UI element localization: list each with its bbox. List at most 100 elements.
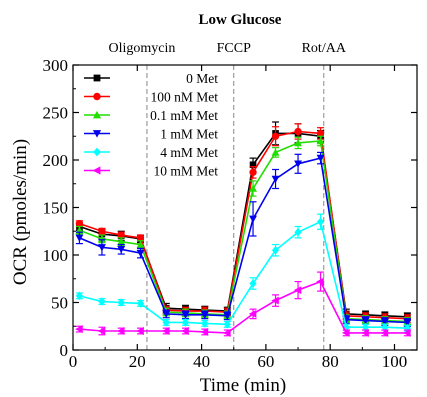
data-point [161,327,170,335]
y-tick-label: 200 [43,151,69,170]
series-4 [75,213,411,333]
legend-marker [92,130,102,138]
data-point [75,291,84,301]
data-point [293,286,302,295]
data-point [200,327,209,336]
data-point [97,244,106,252]
axes: 0 20 40 60 80 100 0 50 100 150 200 250 300 [43,56,418,371]
x-tick-label: 40 [193,352,210,371]
data-point [98,227,106,235]
series-2 [75,135,412,326]
data-point [403,319,412,327]
data-point [316,277,324,286]
legend-marker [93,147,101,157]
series-line [79,130,408,320]
data-point [136,327,144,335]
y-tick-label: 150 [43,199,69,218]
legend-item: 0.1 mM Met [84,108,218,123]
data-point [361,322,370,332]
data-point [117,231,125,239]
series-5 [75,271,411,337]
data-point [162,318,170,327]
data-point [316,137,325,145]
data-point [361,317,370,325]
data-point [316,129,325,138]
data-point [181,311,190,319]
legend-label: 0 Met [186,71,218,86]
legend-label: 0.1 mM Met [150,108,218,123]
data-point [271,296,279,305]
legend-marker [92,166,101,175]
y-axis-label: OCR (pmoles/min) [10,139,31,285]
data-point [249,279,257,288]
chart-title: Low Glucose [199,12,282,28]
y-tick-label: 0 [60,341,69,360]
data-point [271,148,280,156]
data-point [162,310,171,318]
legend-label: 1 mM Met [160,127,218,142]
legend-marker [93,74,101,82]
data-point [380,328,389,337]
data-point [97,327,106,335]
data-point [136,249,145,258]
y-tick-label: 100 [43,246,69,265]
data-point [75,234,84,242]
data-point [316,154,325,163]
data-point [117,237,126,245]
legend-label: 10 mM Met [153,164,218,179]
y-tick-label: 300 [43,56,69,75]
injection-annotations: Oligomycin FCCP Rot/AA [108,41,347,350]
x-tick-label: 0 [69,352,78,371]
injection-label: FCCP [217,41,251,56]
data-point [223,328,231,337]
series-1 [75,123,411,324]
data-point [75,220,84,228]
series-line [79,220,408,329]
data-point [201,319,209,328]
data-point [248,309,257,318]
injection-label: Oligomycin [108,41,175,56]
x-tick-label: 60 [257,352,274,371]
legend-label: 4 mM Met [160,145,218,160]
data-series [75,121,412,337]
data-point [361,328,369,337]
data-point [181,318,190,327]
data-point [249,215,257,223]
data-point [223,320,231,329]
data-point [294,127,302,136]
data-point [294,138,303,147]
series-line [79,157,408,324]
data-point [294,160,303,168]
data-point [271,132,280,140]
data-point [136,234,145,242]
data-point [403,328,411,337]
legend-item: 10 mM Met [84,164,218,179]
data-point [294,227,302,237]
data-point [249,168,257,176]
data-point [271,245,280,255]
data-point [223,312,232,320]
data-point [117,298,125,307]
data-point [381,322,389,332]
legend-marker [93,92,101,101]
data-point [249,161,257,169]
legend-marker [92,110,102,119]
legend-item: 100 nM Met [84,90,218,105]
data-point [380,318,389,326]
data-point [200,311,209,319]
legend-label: 100 nM Met [151,90,219,105]
y-tick-label: 250 [43,104,69,123]
data-point [136,299,145,308]
x-axis-label: Time (min) [200,375,286,396]
data-point [116,327,125,335]
data-point [117,246,126,254]
data-point [181,327,189,335]
x-tick-label: 20 [129,352,146,371]
data-point [98,297,106,306]
data-point [136,240,145,248]
data-point [341,328,350,337]
data-point [249,184,257,192]
series-3 [75,151,412,327]
x-tick-label: 100 [382,352,408,371]
